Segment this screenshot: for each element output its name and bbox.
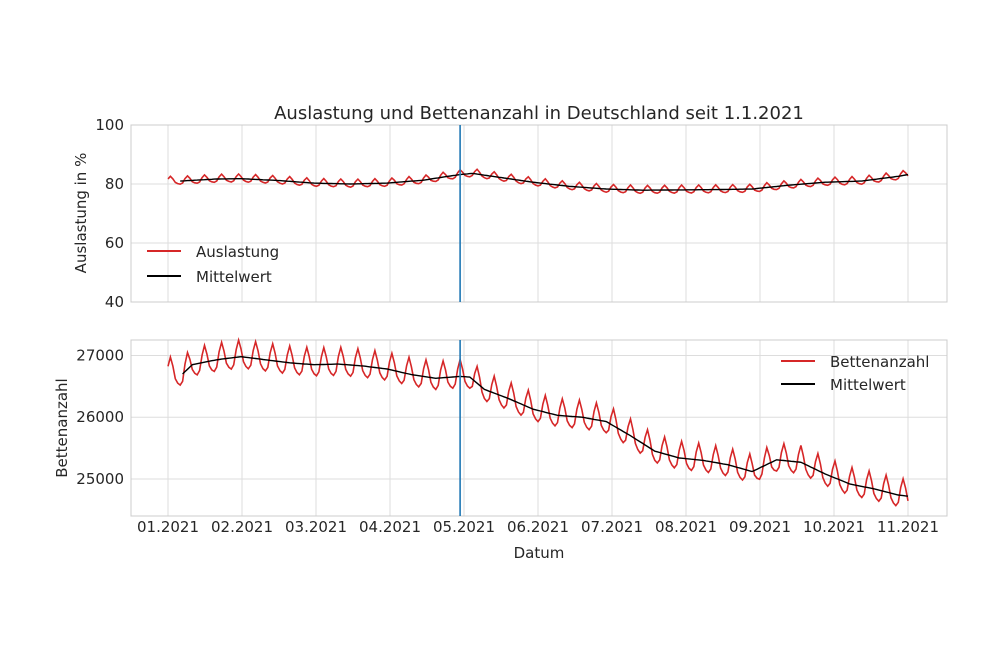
x-tick-label: 10.2021: [803, 518, 865, 536]
y-tick-label: 26000: [76, 408, 124, 426]
beds-legend: Bettenanzahl Mittelwert: [781, 353, 929, 394]
x-axis-ticks: 01.2021 02.2021 03.2021 04.2021 05.2021 06.20…: [137, 518, 939, 536]
x-tick-label: 11.2021: [877, 518, 939, 536]
beds-y-ticks: 25000 26000 27000: [76, 346, 124, 488]
x-tick-label: 03.2021: [285, 518, 347, 536]
y-tick-label: 80: [105, 175, 124, 193]
legend-label-mittelwert-beds: Mittelwert: [830, 376, 906, 394]
occupancy-legend: Auslastung Mittelwert: [147, 243, 279, 286]
x-axis-label: Datum: [514, 544, 565, 562]
y-tick-label: 25000: [76, 470, 124, 488]
occupancy-plot-frame: [130, 124, 948, 303]
series-line-mittelwert: [180, 172, 909, 191]
y-tick-label: 27000: [76, 346, 124, 364]
x-tick-label: 05.2021: [433, 518, 495, 536]
occupancy-series: [167, 168, 909, 195]
legend-label-mittelwert: Mittelwert: [196, 268, 272, 286]
x-tick-label: 07.2021: [581, 518, 643, 536]
y-tick-label: 60: [105, 234, 124, 252]
chart-title: Auslastung und Bettenanzahl in Deutschla…: [274, 103, 804, 124]
legend-label-auslastung: Auslastung: [196, 243, 279, 261]
occupancy-y-axis-label: Auslastung in %: [72, 153, 90, 274]
x-tick-label: 01.2021: [137, 518, 199, 536]
y-tick-label: 100: [95, 116, 124, 134]
x-tick-label: 02.2021: [211, 518, 273, 536]
series-line-mittelwert: [182, 355, 909, 497]
series-line-auslastung: [167, 168, 909, 195]
legend-label-bettenanzahl: Bettenanzahl: [830, 353, 929, 371]
beds-series: [167, 336, 909, 507]
x-tick-label: 09.2021: [729, 518, 791, 536]
x-tick-label: 08.2021: [655, 518, 717, 536]
x-tick-label: 06.2021: [507, 518, 569, 536]
beds-panel: 25000 26000 27000 Bettenanzahl Bettenanzah…: [53, 336, 948, 517]
beds-gridlines: [131, 340, 947, 516]
occupancy-panel: 40 60 80 100 Auslastung in % Auslastung Mit…: [72, 116, 948, 311]
series-line-bettenanzahl: [167, 336, 909, 507]
x-tick-label: 04.2021: [359, 518, 421, 536]
beds-plot-frame: [130, 339, 948, 517]
occupancy-y-ticks: 40 60 80 100: [95, 116, 124, 311]
beds-y-axis-label: Bettenanzahl: [53, 378, 71, 477]
y-tick-label: 40: [105, 293, 124, 311]
